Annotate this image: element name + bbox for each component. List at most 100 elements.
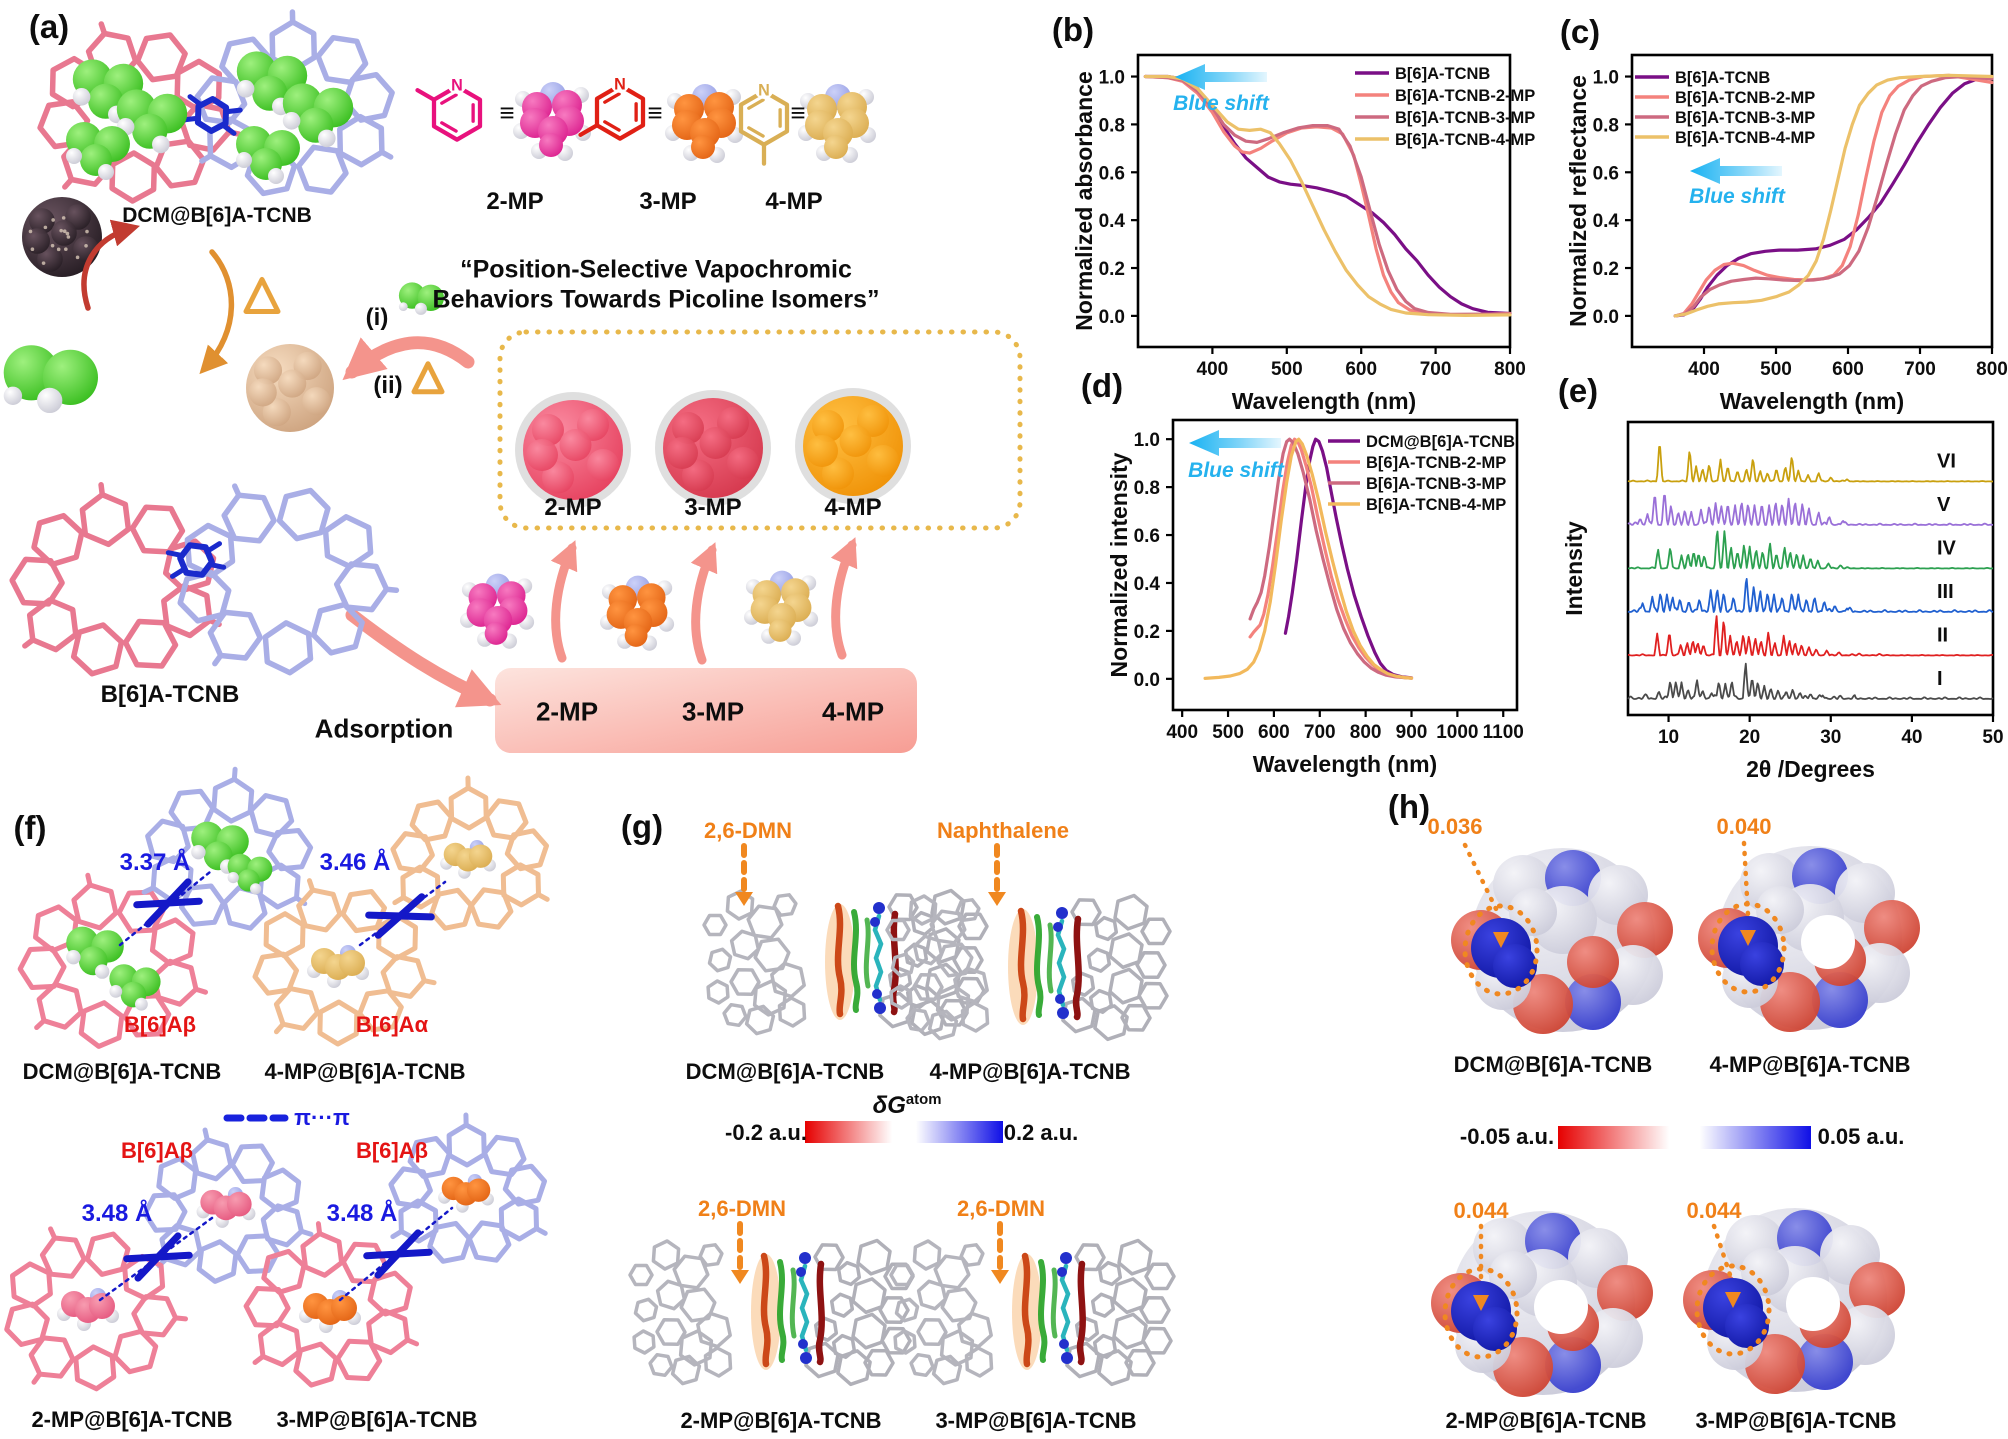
sphere — [108, 105, 126, 124]
sphere — [469, 840, 485, 855]
heat-triangle-icon — [411, 361, 445, 395]
sphere — [311, 948, 337, 974]
hexagon — [177, 542, 215, 578]
picoline-spacefill — [513, 82, 591, 161]
hexagon — [177, 569, 232, 624]
panel-f-label: (f) — [13, 809, 47, 846]
hexagon — [912, 973, 944, 1001]
tcnb-molecule — [165, 541, 227, 579]
x-axis-label: Wavelength (nm) — [1253, 751, 1437, 777]
hexagon — [753, 937, 791, 973]
sphere — [682, 459, 714, 492]
sphere — [327, 974, 341, 988]
sphere — [1835, 863, 1895, 923]
sphere — [200, 1189, 226, 1215]
sphere — [1534, 1280, 1588, 1334]
cyano-stick — [165, 550, 184, 558]
ring-stub — [202, 1127, 210, 1143]
dcm-cluster — [236, 126, 300, 184]
h-name-dcm: DCM@B[6]A-TCNB — [1453, 1052, 1653, 1077]
hexagon — [655, 1318, 687, 1346]
sphere — [293, 351, 322, 381]
panel-e-label: (e) — [1557, 372, 1599, 409]
sphere — [575, 125, 591, 141]
sphere — [587, 449, 619, 481]
sphere — [807, 94, 837, 124]
sphere — [91, 930, 124, 963]
sphere — [812, 410, 844, 442]
hexagon — [1117, 1238, 1153, 1276]
hexagon — [221, 885, 268, 931]
guest-pointer-arrow — [731, 1270, 749, 1284]
sphere — [216, 825, 249, 858]
powder-photo — [655, 390, 771, 506]
sphere — [1059, 1339, 1069, 1349]
hexagon — [916, 1318, 948, 1346]
isomer-label-4mp: 4-MP — [765, 188, 823, 215]
esp-pocket-circle — [1694, 1263, 1772, 1357]
dg-delta: δ — [872, 1092, 888, 1119]
xrd-series-label: II — [1937, 625, 1948, 647]
hexagon — [466, 1220, 512, 1263]
panel-c-label: (c) — [1559, 13, 1601, 50]
cyano-stick — [187, 94, 203, 107]
guest-molecule — [440, 840, 496, 879]
sphere — [28, 229, 33, 234]
hexagon — [836, 1349, 872, 1387]
macrocycle-ring — [177, 483, 400, 676]
ring-stub — [98, 482, 106, 498]
hexagon — [929, 909, 967, 945]
sphere — [842, 147, 858, 163]
sphere — [215, 1214, 229, 1228]
hexagon — [156, 1156, 199, 1201]
ring-stub — [85, 872, 93, 888]
g-name-4mp: 4-MP@B[6]A-TCNB — [929, 1059, 1131, 1084]
picoline-spacefill — [798, 84, 876, 163]
panel-b-label: (b) — [1051, 11, 1095, 48]
hexagon — [4, 1301, 50, 1347]
hexagon — [707, 947, 733, 973]
hexagon — [1070, 898, 1102, 927]
sphere — [1545, 850, 1601, 906]
nci-green-surface — [1046, 922, 1054, 994]
ring-stub — [252, 1353, 266, 1365]
sphere — [559, 429, 592, 461]
sphere — [1617, 902, 1673, 958]
hexagon — [940, 1287, 978, 1323]
sphere — [454, 1182, 478, 1206]
panel-d-label: (d) — [1080, 367, 1124, 404]
y-tick-label: 0.2 — [1134, 622, 1160, 643]
sphere — [203, 841, 233, 871]
quote-line-1: “Position-Selective Vapochromic — [460, 255, 852, 284]
hexagon — [31, 512, 85, 568]
sphere — [513, 123, 529, 139]
y-tick-label: 1.0 — [1134, 430, 1160, 451]
x-axis-label: Wavelength (nm) — [1232, 388, 1416, 414]
sphere — [59, 228, 63, 233]
hexagon — [1061, 996, 1097, 1034]
sphere — [24, 228, 50, 254]
pi-contact-mark — [363, 1229, 433, 1279]
sphere — [501, 633, 517, 649]
hexagon — [168, 788, 216, 832]
cocrystal-structure — [702, 888, 989, 1037]
sphere — [131, 967, 161, 997]
blue-shift-arrow — [1690, 158, 1782, 184]
hexagon — [912, 934, 944, 966]
sphere — [298, 107, 334, 143]
g-name-2mp: 2-MP@B[6]A-TCNB — [680, 1408, 882, 1433]
hexagon — [936, 942, 974, 978]
sphere — [1451, 1281, 1511, 1341]
f-name-4mp: 4-MP@B[6]A-TCNB — [264, 1059, 466, 1084]
hexagon — [925, 962, 961, 1000]
adsorption-label: Adsorption — [314, 713, 454, 744]
sphere — [43, 225, 48, 230]
sphere — [1740, 942, 1784, 986]
x-tick-label: 500 — [1212, 722, 1244, 743]
hexagon — [910, 999, 946, 1037]
sphere — [1471, 918, 1531, 978]
sphere — [29, 208, 55, 234]
hexagon — [9, 556, 65, 607]
sphere — [1513, 974, 1573, 1034]
sphere — [873, 902, 885, 914]
